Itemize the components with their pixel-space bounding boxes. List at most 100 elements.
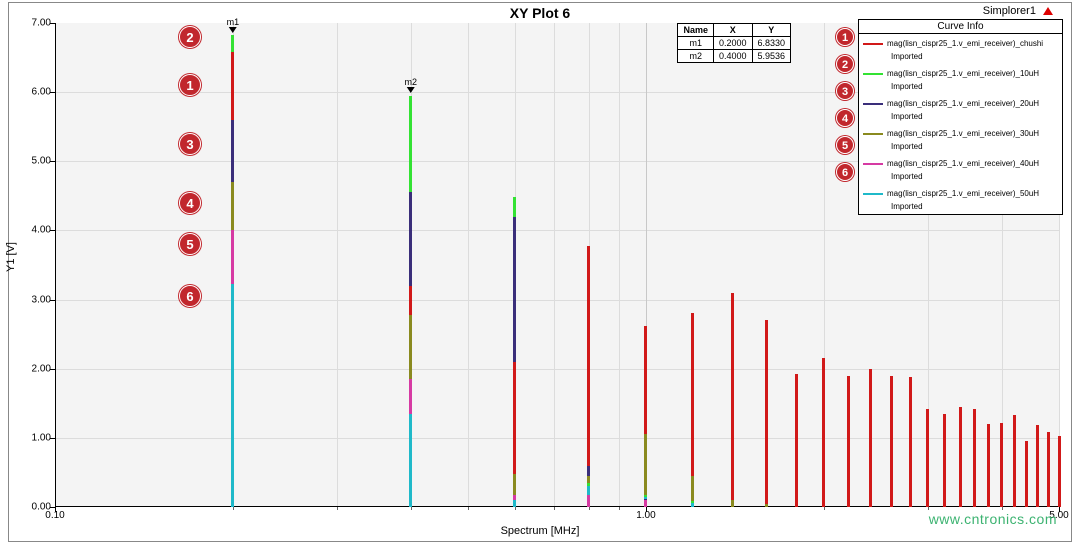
legend-label: mag(lisn_cispr25_1.v_emi_receiver)_10uH <box>887 69 1039 78</box>
legend-row[interactable]: mag(lisn_cispr25_1.v_emi_receiver)_10uH I… <box>859 64 1062 94</box>
x-minor-tick <box>589 507 590 510</box>
legend-badge: 5 <box>836 136 854 154</box>
watermark: www.cntronics.com <box>929 511 1057 527</box>
spectrum-bar <box>513 500 516 507</box>
gridline-v <box>554 23 555 507</box>
x-tick-label: 1.00 <box>636 510 655 521</box>
y-axis-label: Y1 [V] <box>5 242 17 272</box>
x-axis-label: Spectrum [MHz] <box>9 525 1071 537</box>
legend-row[interactable]: mag(lisn_cispr25_1.v_emi_receiver)_40uH I… <box>859 154 1062 184</box>
y-tick-label: 7.00 <box>32 18 51 29</box>
marker-table-row[interactable]: m20.40005.9536 <box>678 50 791 63</box>
legend-label: mag(lisn_cispr25_1.v_emi_receiver)_40uH <box>887 159 1039 168</box>
spectrum-bar <box>795 374 798 507</box>
spectrum-bar <box>847 376 850 507</box>
spectrum-bar <box>731 500 734 507</box>
spectrum-bar <box>1025 441 1028 507</box>
legend-label: mag(lisn_cispr25_1.v_emi_receiver)_50uH <box>887 189 1039 198</box>
marker-tag[interactable]: m1 <box>227 17 240 33</box>
legend-row[interactable]: mag(lisn_cispr25_1.v_emi_receiver)_50uHI… <box>859 184 1062 214</box>
legend-swatch-icon <box>863 163 883 165</box>
marker-table-header: X <box>713 24 752 37</box>
spectrum-bar <box>765 504 768 507</box>
spectrum-bar <box>1036 425 1039 507</box>
legend-badge: 1 <box>836 28 854 46</box>
legend-label: mag(lisn_cispr25_1.v_emi_receiver)_chush… <box>887 39 1043 48</box>
annotation-badge: 6 <box>179 285 201 307</box>
y-tick-label: 6.00 <box>32 87 51 98</box>
marker-table-cell: 0.4000 <box>713 50 752 63</box>
y-axis-line <box>55 23 56 507</box>
annotation-badge: 2 <box>179 26 201 48</box>
legend-swatch-icon <box>863 73 883 75</box>
x-minor-tick <box>554 507 555 510</box>
brand-triangle-icon <box>1043 7 1053 15</box>
spectrum-bar <box>231 284 234 507</box>
annotation-badge: 4 <box>179 192 201 214</box>
spectrum-bar <box>890 376 893 507</box>
marker-table-row[interactable]: m10.20006.8330 <box>678 37 791 50</box>
brand-text: Simplorer1 <box>983 5 1036 17</box>
legend-label: mag(lisn_cispr25_1.v_emi_receiver)_20uH <box>887 99 1039 108</box>
legend-badge: 2 <box>836 55 854 73</box>
brand-label: Simplorer1 <box>983 5 1053 17</box>
spectrum-bar <box>644 500 647 507</box>
spectrum-bar <box>926 409 929 507</box>
x-minor-tick <box>468 507 469 510</box>
y-tick-label: 3.00 <box>32 294 51 305</box>
legend-sublabel: Imported <box>891 82 1058 91</box>
legend-swatch-icon <box>863 133 883 135</box>
x-minor-tick <box>337 507 338 510</box>
marker-table-cell: 6.8330 <box>752 37 791 50</box>
spectrum-bar <box>1058 436 1061 507</box>
spectrum-bar <box>909 377 912 507</box>
spectrum-bar <box>1013 415 1016 507</box>
x-minor-tick <box>233 507 234 510</box>
x-minor-tick <box>619 507 620 510</box>
gridline-v <box>337 23 338 507</box>
x-minor-tick <box>824 507 825 510</box>
legend-row[interactable]: mag(lisn_cispr25_1.v_emi_receiver)_chush… <box>859 34 1062 64</box>
legend-sublabel: Imported <box>891 172 1058 181</box>
marker-table-header: Name <box>678 24 714 37</box>
x-minor-tick <box>411 507 412 510</box>
x-tick-label: 0.10 <box>45 510 64 521</box>
y-tick-label: 4.00 <box>32 225 51 236</box>
marker-table-header: Y <box>752 24 791 37</box>
marker-table-cell: m1 <box>678 37 714 50</box>
spectrum-bar <box>691 503 694 507</box>
plot-root: XY Plot 6 Simplorer1 Y1 [V] 0.001.002.00… <box>8 2 1072 542</box>
legend-row[interactable]: mag(lisn_cispr25_1.v_emi_receiver)_30uHI… <box>859 124 1062 154</box>
gridline-v <box>619 23 620 507</box>
legend[interactable]: Curve Info mag(lisn_cispr25_1.v_emi_recei… <box>858 19 1063 215</box>
marker-table-cell: 5.9536 <box>752 50 791 63</box>
spectrum-bar <box>1000 423 1003 507</box>
spectrum-bar <box>731 293 734 507</box>
spectrum-bar <box>587 495 590 507</box>
annotation-badge: 5 <box>179 233 201 255</box>
gridline-h <box>55 369 1059 370</box>
gridline-v <box>468 23 469 507</box>
y-tick-label: 5.00 <box>32 156 51 167</box>
spectrum-bar <box>869 369 872 507</box>
y-tick-label: 1.00 <box>32 432 51 443</box>
marker-table[interactable]: NameXYm10.20006.8330m20.40005.9536 <box>677 23 791 63</box>
spectrum-bar <box>1047 432 1050 507</box>
legend-badge: 4 <box>836 109 854 127</box>
spectrum-bar <box>822 358 825 507</box>
spectrum-bar <box>987 424 990 507</box>
marker-table-cell: 0.2000 <box>713 37 752 50</box>
legend-row[interactable]: mag(lisn_cispr25_1.v_emi_receiver)_20uH I… <box>859 94 1062 124</box>
legend-badge: 3 <box>836 82 854 100</box>
legend-swatch-icon <box>863 103 883 105</box>
x-minor-tick <box>515 507 516 510</box>
marker-tag[interactable]: m2 <box>405 77 418 93</box>
legend-sublabel: Imported <box>891 112 1058 121</box>
spectrum-bar <box>943 414 946 507</box>
spectrum-bar <box>959 407 962 507</box>
annotation-badge: 3 <box>179 133 201 155</box>
marker-table-cell: m2 <box>678 50 714 63</box>
legend-swatch-icon <box>863 43 883 45</box>
legend-title: Curve Info <box>859 20 1062 34</box>
legend-label: mag(lisn_cispr25_1.v_emi_receiver)_30uH <box>887 129 1039 138</box>
